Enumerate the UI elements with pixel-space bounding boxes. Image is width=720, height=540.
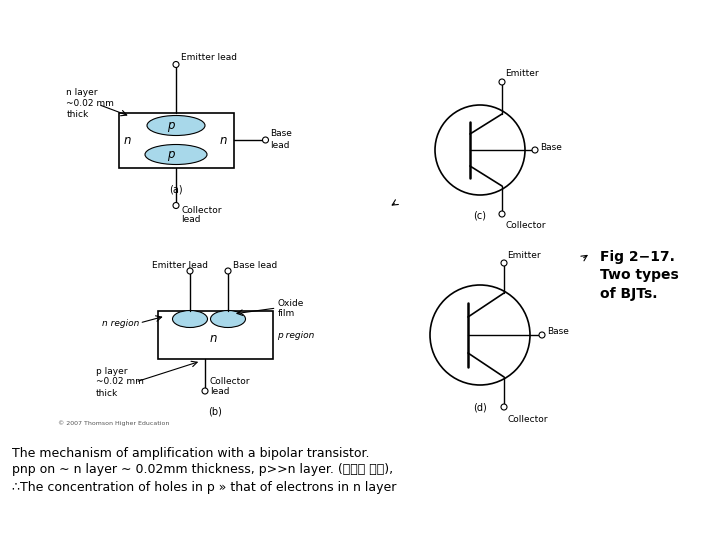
Circle shape: [225, 268, 231, 274]
Text: lead: lead: [210, 388, 230, 396]
Text: Collector: Collector: [505, 221, 546, 231]
Text: n: n: [210, 333, 217, 346]
Text: Collector: Collector: [507, 415, 547, 424]
Text: ∴The concentration of holes in p » that of electrons in n layer: ∴The concentration of holes in p » that …: [12, 481, 397, 494]
Text: © 2007 Thomson Higher Education: © 2007 Thomson Higher Education: [58, 420, 169, 426]
Circle shape: [263, 137, 269, 143]
Bar: [119, 112, 233, 167]
Circle shape: [499, 211, 505, 217]
Circle shape: [435, 105, 525, 195]
Circle shape: [173, 202, 179, 208]
Circle shape: [501, 260, 507, 266]
Ellipse shape: [145, 145, 207, 165]
Text: Collector: Collector: [181, 206, 222, 215]
Text: n layer: n layer: [66, 88, 98, 97]
Circle shape: [501, 404, 507, 410]
Text: (c): (c): [474, 210, 487, 220]
Text: Emitter: Emitter: [505, 70, 539, 78]
Text: film: film: [277, 309, 294, 319]
Text: The mechanism of amplification with a bipolar transistor.: The mechanism of amplification with a bi…: [12, 447, 369, 460]
Text: thick: thick: [66, 110, 89, 119]
Circle shape: [187, 268, 193, 274]
Text: ~0.02 mm: ~0.02 mm: [66, 99, 114, 108]
Text: (a): (a): [169, 185, 183, 194]
Circle shape: [499, 79, 505, 85]
Text: Emitter lead: Emitter lead: [181, 53, 237, 62]
Text: lead: lead: [181, 215, 200, 224]
Text: (b): (b): [208, 406, 222, 416]
Text: n region: n region: [102, 319, 140, 327]
Text: n: n: [220, 133, 227, 146]
Text: ~0.02 mm: ~0.02 mm: [96, 377, 143, 387]
Text: Base: Base: [547, 327, 569, 336]
Bar: [158, 311, 272, 359]
Text: Base lead: Base lead: [233, 260, 277, 269]
Text: p: p: [167, 148, 175, 161]
Text: (d): (d): [473, 402, 487, 412]
Circle shape: [173, 62, 179, 68]
Text: pnp on ∼ n layer ∼ 0.02mm thickness, p>>n layer. (수백배 이상),: pnp on ∼ n layer ∼ 0.02mm thickness, p>>…: [12, 463, 393, 476]
Text: p: p: [167, 119, 175, 132]
Text: p layer: p layer: [96, 367, 127, 375]
Text: Base: Base: [540, 143, 562, 152]
Ellipse shape: [147, 116, 205, 136]
Circle shape: [532, 147, 538, 153]
Text: Oxide: Oxide: [277, 299, 304, 307]
Circle shape: [430, 285, 530, 385]
Text: Emitter lead: Emitter lead: [152, 260, 208, 269]
Text: Emitter: Emitter: [507, 251, 541, 260]
Text: n: n: [124, 133, 131, 146]
Text: Collector: Collector: [210, 376, 251, 386]
Ellipse shape: [210, 310, 246, 327]
Text: Fig 2−17.
Two types
of BJTs.: Fig 2−17. Two types of BJTs.: [600, 250, 679, 301]
Text: Base: Base: [271, 130, 292, 138]
Circle shape: [202, 388, 208, 394]
Text: lead: lead: [271, 140, 290, 150]
Ellipse shape: [173, 310, 207, 327]
Text: thick: thick: [96, 388, 118, 397]
Text: p region: p region: [277, 330, 315, 340]
Circle shape: [539, 332, 545, 338]
